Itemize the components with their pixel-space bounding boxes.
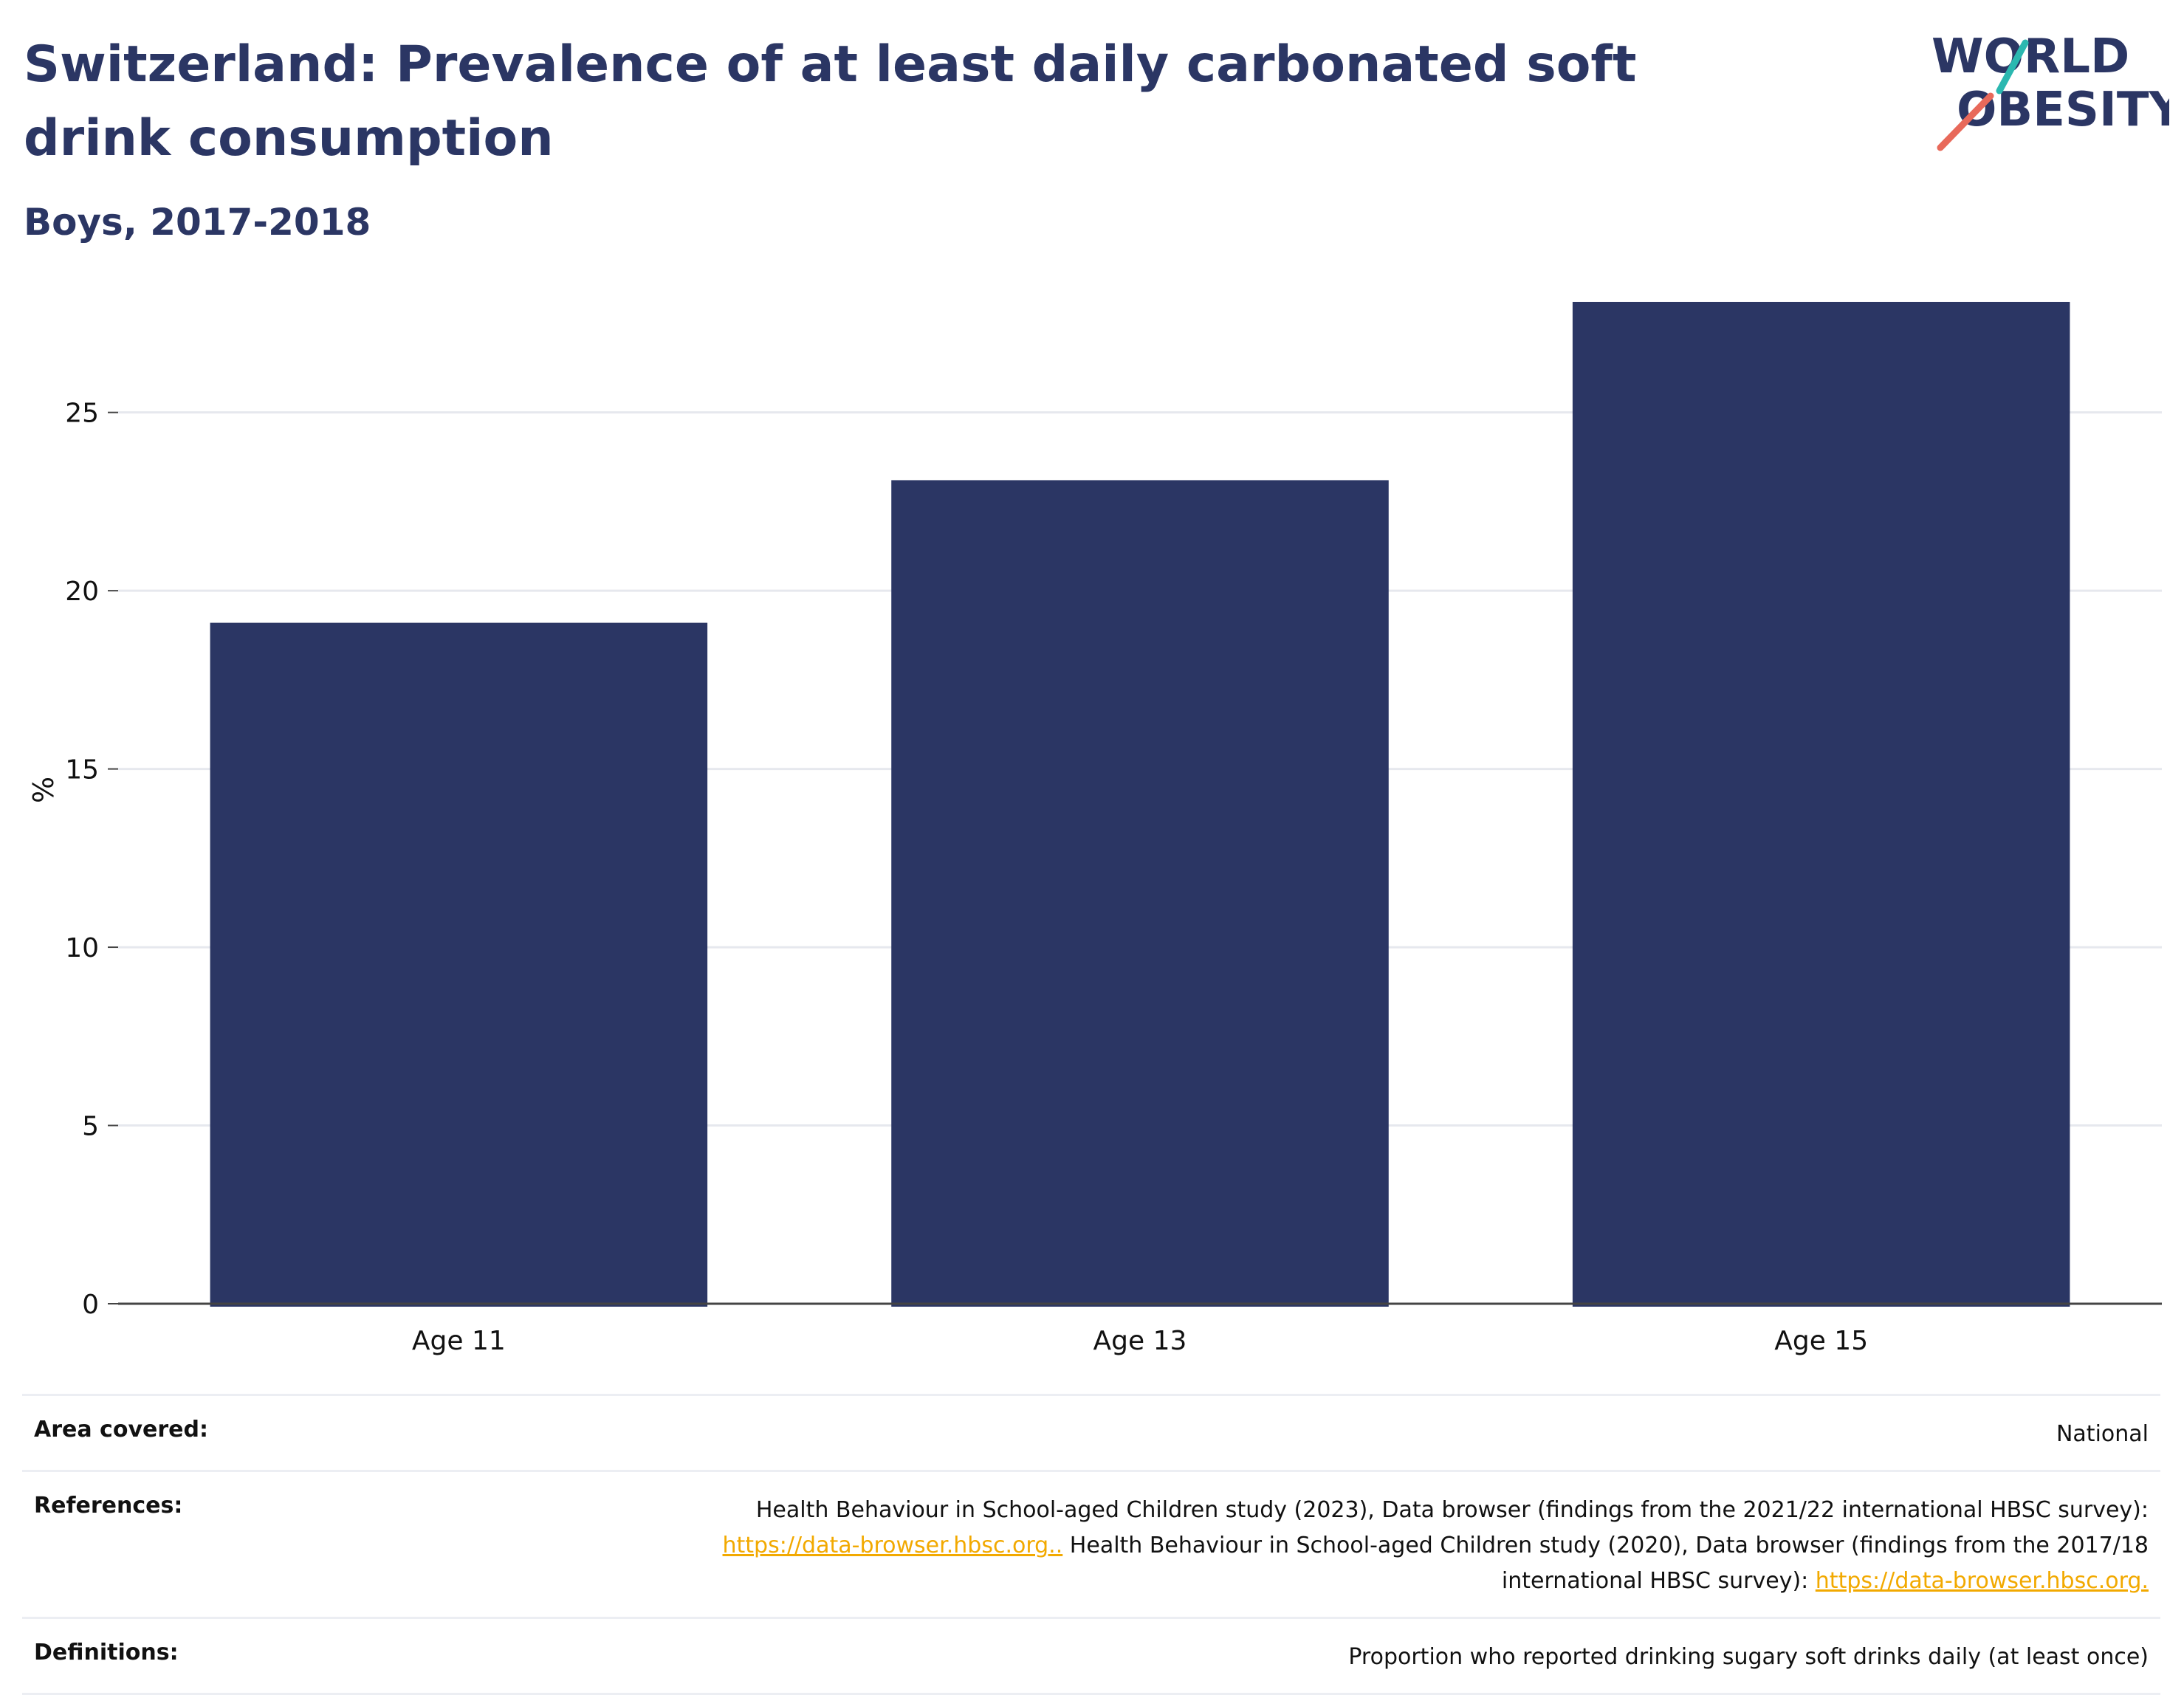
references-label: References: <box>34 1493 183 1519</box>
references-text-1: Health Behaviour in School-aged Children… <box>755 1497 2149 1523</box>
chart-title: Switzerland: Prevalence of at least dail… <box>24 35 1637 168</box>
bar-chart: 0 5 10 15 20 25 Age 11 Age 13 Age 15 % <box>27 301 2162 1356</box>
x-tick-label: Age 15 <box>1774 1326 1868 1356</box>
world-obesity-logo: WORLD OBESITY <box>1931 30 2169 151</box>
references-text-2: Health Behaviour in School-aged Children… <box>1062 1533 2149 1594</box>
x-tick-label: Age 13 <box>1093 1326 1187 1356</box>
y-tick-label: 5 <box>82 1112 99 1142</box>
definitions-value: Proportion who reported drinking sugary … <box>1348 1644 2149 1670</box>
bar-age-13 <box>891 480 1389 1307</box>
y-tick-label: 10 <box>65 933 99 963</box>
info-row-area: Area covered: National <box>22 1394 2160 1470</box>
x-tick-label: Age 11 <box>412 1326 506 1356</box>
y-tick-label: 20 <box>65 577 99 607</box>
logo-slash-teal <box>1996 39 2029 94</box>
logo-line-1: WORLD <box>1931 30 2129 84</box>
chart-subtitle: Boys, 2017-2018 <box>24 201 371 244</box>
definitions-label: Definitions: <box>34 1640 179 1665</box>
y-tick-label: 15 <box>65 755 99 785</box>
y-axis-label: % <box>27 777 60 803</box>
axes: 0 5 10 15 20 25 Age 11 Age 13 Age 15 <box>65 399 2162 1356</box>
bar-age-15 <box>1572 301 2070 1307</box>
y-tick-label: 25 <box>65 399 99 429</box>
info-table: Area covered: National References: Healt… <box>22 1394 2160 1695</box>
info-row-definitions: Definitions: Proportion who reported dri… <box>22 1617 2160 1695</box>
logo-slash-coral <box>1937 92 1994 151</box>
info-row-references: References: Health Behaviour in School-a… <box>22 1470 2160 1617</box>
references-value: Health Behaviour in School-aged Children… <box>613 1493 2149 1599</box>
area-covered-label: Area covered: <box>34 1417 208 1443</box>
logo-line-2: OBESITY <box>1957 83 2169 137</box>
area-covered-value: National <box>2056 1421 2149 1447</box>
references-link-1[interactable]: https://data-browser.hbsc.org.. <box>722 1533 1063 1558</box>
bar-age-11 <box>210 622 708 1307</box>
references-link-2[interactable]: https://data-browser.hbsc.org. <box>1815 1568 2149 1594</box>
y-tick-label: 0 <box>82 1290 99 1320</box>
bars <box>210 301 2070 1307</box>
